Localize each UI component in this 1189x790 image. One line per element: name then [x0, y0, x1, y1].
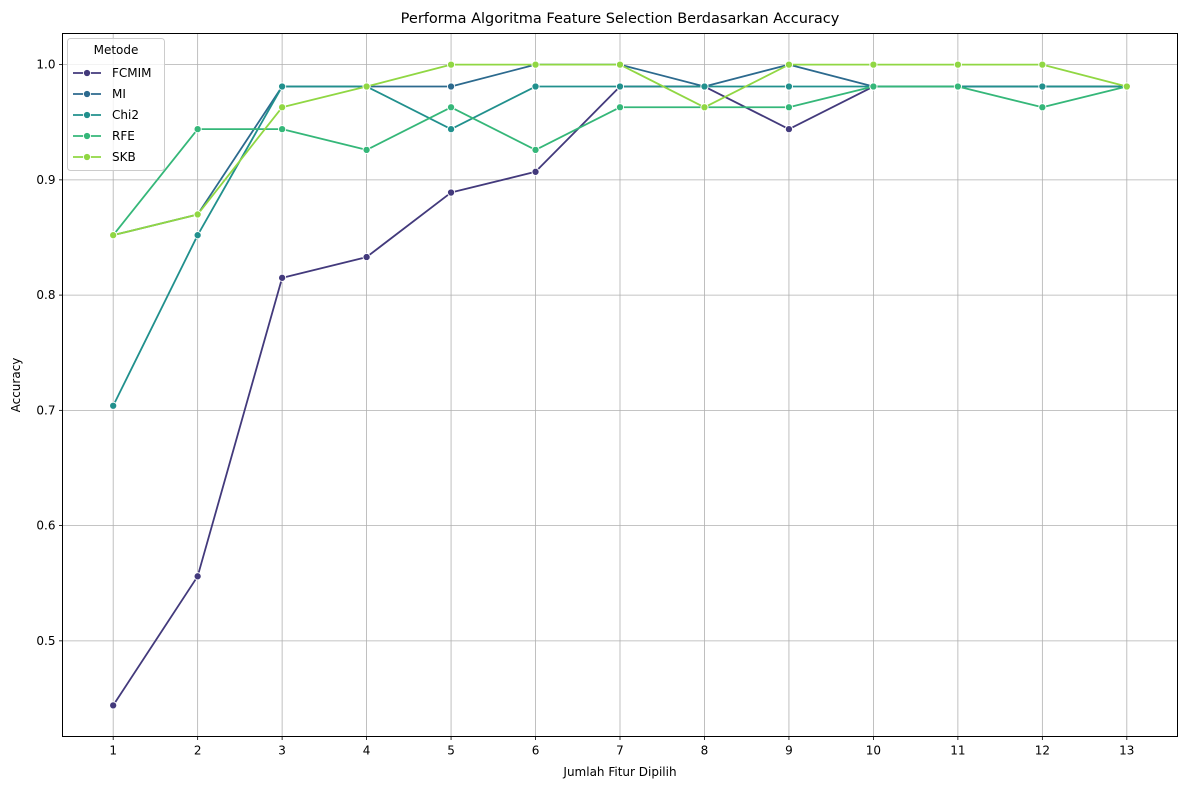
data-point-skb [531, 60, 540, 69]
data-point-rfe [1038, 103, 1047, 112]
data-point-skb [700, 103, 709, 112]
x-tick-label: 5 [447, 744, 455, 758]
x-tick-label: 6 [532, 744, 540, 758]
data-point-skb [869, 60, 878, 69]
legend-entry-skb: SKB [73, 150, 136, 164]
data-point-rfe [953, 82, 962, 91]
x-tick-label: 8 [701, 744, 709, 758]
data-point-skb [193, 210, 202, 219]
x-tick-label: 7 [616, 744, 624, 758]
data-point-chi2 [784, 82, 793, 91]
data-point-rfe [615, 103, 625, 112]
data-point-skb [278, 103, 287, 112]
legend-entry-mi: MI [73, 87, 126, 101]
data-point-fcmim [278, 273, 287, 282]
legend-label-fcmim: FCMIM [112, 66, 152, 80]
data-point-chi2 [193, 231, 202, 240]
data-point-mi [447, 82, 456, 91]
x-tick-label: 12 [1035, 744, 1050, 758]
legend-marker-rfe [82, 131, 92, 141]
data-point-skb [1038, 60, 1047, 69]
y-tick-label: 0.5 [36, 634, 55, 648]
legend-label-rfe: RFE [112, 129, 135, 143]
tick-layer: 1 2 3 4 5 6 7 8 9 10 11 12 130.50.60.70.80.91.0 [36, 58, 1134, 758]
x-tick-label: 13 [1119, 744, 1134, 758]
y-axis-label: Accuracy [9, 358, 23, 413]
x-tick-label: 9 [785, 744, 793, 758]
data-point-skb [362, 82, 371, 91]
data-point-fcmim [784, 125, 793, 134]
legend-marker-mi [82, 89, 92, 99]
data-point-chi2 [278, 82, 287, 91]
data-point-chi2 [1038, 82, 1047, 91]
legend-entries: FCMIM MI Chi2 RFE SKB [73, 66, 152, 164]
series-skb [109, 60, 1131, 240]
data-point-skb [1122, 82, 1131, 91]
legend-label-mi: MI [112, 87, 126, 101]
legend-entry-chi2: Chi2 [73, 108, 139, 122]
data-point-chi2 [700, 82, 709, 91]
data-point-rfe [869, 82, 878, 91]
data-point-rfe [193, 125, 202, 134]
chart-title: Performa Algoritma Feature Selection Ber… [401, 11, 840, 27]
legend-label-skb: SKB [112, 150, 136, 164]
data-point-chi2 [531, 82, 540, 91]
data-point-chi2 [447, 125, 456, 134]
x-tick-label: 1 [109, 744, 117, 758]
legend-entry-rfe: RFE [73, 129, 135, 143]
data-point-skb [109, 231, 118, 240]
data-point-fcmim [193, 572, 202, 581]
legend-box [67, 38, 165, 171]
x-axis-label: Jumlah Fitur Dipilih [562, 765, 676, 779]
data-point-chi2 [615, 82, 625, 91]
data-point-fcmim [531, 167, 540, 176]
legend: Metode FCMIM MI Chi2 RFE SKB [67, 38, 165, 171]
x-tick-label: 2 [194, 744, 202, 758]
legend-marker-skb [82, 152, 92, 162]
legend-label-chi2: Chi2 [112, 108, 139, 122]
legend-marker-chi2 [82, 110, 92, 120]
data-point-fcmim [109, 701, 118, 710]
y-tick-label: 0.6 [36, 519, 55, 533]
series-layer [109, 60, 1131, 710]
data-point-rfe [531, 145, 540, 154]
x-tick-label: 3 [278, 744, 286, 758]
data-point-rfe [362, 145, 371, 154]
data-point-chi2 [109, 401, 118, 410]
y-tick-label: 0.8 [36, 288, 55, 302]
data-point-skb [953, 60, 962, 69]
legend-title: Metode [94, 43, 139, 57]
data-point-skb [447, 60, 456, 69]
x-tick-label: 10 [866, 744, 881, 758]
data-point-skb [784, 60, 793, 69]
data-point-rfe [278, 125, 287, 134]
legend-entry-fcmim: FCMIM [73, 66, 152, 80]
x-tick-label: 4 [363, 744, 371, 758]
data-point-rfe [447, 103, 456, 112]
data-point-fcmim [447, 188, 456, 197]
data-point-rfe [784, 103, 793, 112]
legend-marker-fcmim [82, 68, 92, 78]
x-tick-label: 11 [950, 744, 965, 758]
data-point-fcmim [362, 253, 371, 262]
y-tick-label: 0.9 [36, 173, 55, 187]
y-tick-label: 0.7 [36, 403, 55, 417]
y-tick-label: 1.0 [36, 58, 55, 72]
data-point-skb [615, 60, 625, 69]
